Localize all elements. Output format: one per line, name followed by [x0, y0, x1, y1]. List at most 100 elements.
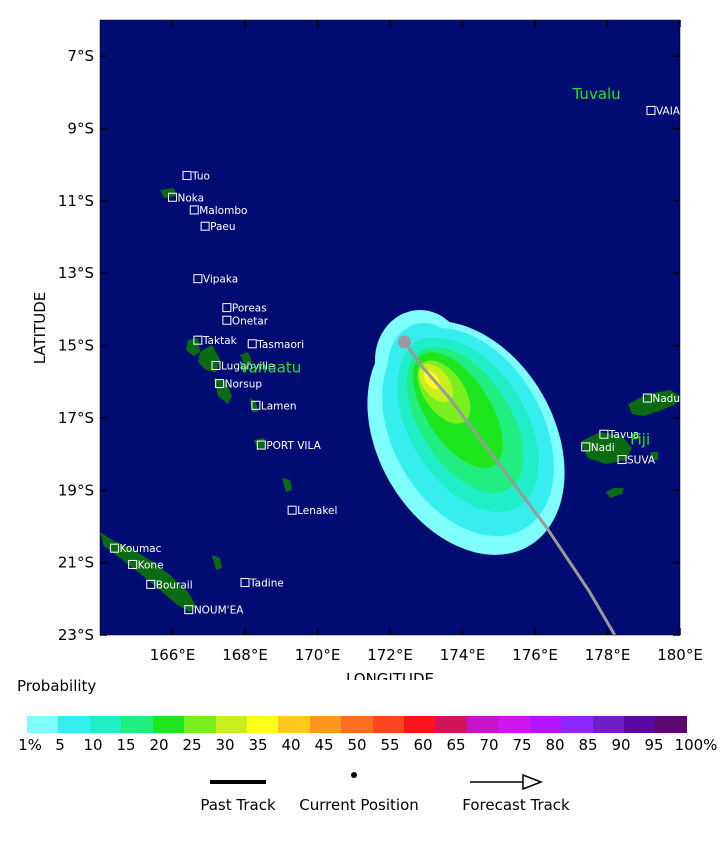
island-11 — [628, 390, 680, 416]
place-marker: Poreas — [222, 303, 267, 315]
legend-tick-label: 65 — [446, 736, 466, 754]
x-tick-label: 180°E — [657, 646, 703, 664]
island-12 — [606, 488, 624, 498]
legend-swatch — [89, 716, 122, 733]
place-label: Vipaka — [203, 274, 238, 286]
legend-swatch — [341, 716, 373, 733]
place-label: Naduri — [652, 393, 687, 405]
legend-swatch — [404, 716, 436, 733]
past-track-label: Past Track — [200, 796, 276, 814]
forecast-track-arrow-head — [522, 773, 544, 791]
x-tick-label: 178°E — [585, 646, 631, 664]
place-marker: Tavua — [599, 429, 639, 441]
island-2 — [214, 378, 232, 404]
y-tick-label: 21°S — [58, 554, 94, 572]
place-label: Koumac — [120, 543, 162, 555]
place-marker: Malombo — [189, 205, 247, 217]
legend-tick-label: 50 — [347, 736, 367, 754]
legend-tick-label: 95 — [644, 736, 664, 754]
place-marker: Koumac — [110, 543, 162, 555]
legend-tick-label: 25 — [182, 736, 202, 754]
legend-swatch — [309, 716, 342, 733]
y-tick-label: 17°S — [58, 409, 94, 427]
legend-swatch — [655, 716, 687, 733]
place-label: Kone — [138, 559, 164, 571]
y-tick-label: 11°S — [58, 192, 94, 210]
legend-swatch — [592, 716, 625, 733]
country-label: Fiji — [630, 431, 650, 449]
legend-swatch — [435, 716, 467, 733]
place-label: Onetar — [232, 315, 269, 327]
legend-swatch — [121, 716, 153, 733]
island-13 — [650, 452, 658, 460]
x-tick-label: 172°E — [367, 646, 413, 664]
x-tick-label: 174°E — [440, 646, 486, 664]
place-label: Luganville — [221, 360, 275, 372]
place-label: Tuo — [191, 171, 210, 183]
island-3 — [186, 338, 200, 356]
legend-swatch — [466, 716, 499, 733]
land — [100, 188, 680, 612]
place-marker: Tuo — [182, 171, 210, 183]
legend-tick-label: 20 — [149, 736, 169, 754]
y-tick-label: 13°S — [58, 264, 94, 282]
place-label: Tadine — [249, 578, 284, 590]
place-marker: Onetar — [222, 315, 269, 327]
island-4 — [240, 352, 252, 366]
place-marker: Paeu — [200, 221, 236, 233]
island-1 — [198, 345, 220, 372]
place-label: PORT VILA — [266, 440, 321, 452]
place-label: SUVA — [627, 455, 656, 467]
legend-swatch — [215, 716, 247, 733]
place-marker: Tasmaori — [247, 339, 304, 351]
legend-tick-label: 35 — [248, 736, 268, 754]
current-position-marker — [398, 335, 411, 349]
place-marker: Lenakel — [287, 505, 337, 517]
y-tick-label: 9°S — [67, 120, 94, 138]
legend-swatch — [184, 716, 216, 733]
legend-ticks: 1% 5 10 15 20 25 30 35 40 45 50 55 60 65 70 75 80 85 90 95 1… — [0, 736, 720, 756]
x-axis-label: LONGITUDE — [346, 670, 434, 680]
y-tick-label: 15°S — [58, 337, 94, 355]
legend-tick-label: 5 — [55, 736, 65, 754]
legend-swatch — [529, 716, 562, 733]
x-tick-label: 166°E — [150, 646, 196, 664]
place-label: VAIAKU — [656, 105, 694, 117]
place-marker: Tadine — [240, 578, 284, 590]
place-marker: Bourail — [146, 579, 193, 591]
place-label: Lenakel — [297, 505, 337, 517]
place-label: Tasmaori — [256, 339, 304, 351]
place-label: Poreas — [232, 303, 267, 315]
legend-title: Probability — [17, 677, 97, 695]
place-marker: PORT VILA — [256, 440, 322, 452]
legend-tick-label: 15 — [116, 736, 136, 754]
legend-tick-label: 40 — [281, 736, 301, 754]
x-tick-label: 176°E — [512, 646, 558, 664]
legend-tick-label: 30 — [215, 736, 235, 754]
place-marker: Naduri — [642, 393, 687, 405]
place-label: Taktak — [202, 335, 238, 347]
legend-tick-label: 90 — [611, 736, 631, 754]
y-tick-label: 19°S — [58, 481, 94, 499]
place-marker: Vipaka — [193, 274, 238, 286]
x-tick-label: 170°E — [295, 646, 341, 664]
place-label: Bourail — [156, 579, 193, 591]
current-position-label: Current Position — [299, 796, 419, 814]
place-marker: Noka — [168, 192, 204, 204]
track — [398, 335, 616, 636]
legend-swatch — [372, 716, 405, 733]
forecast-track-line — [403, 341, 616, 636]
place-label: Malombo — [199, 205, 247, 217]
place-marker: SUVA — [617, 455, 656, 467]
legend-tick-label: 100% — [674, 736, 718, 754]
place-label: NOUM'EA — [194, 605, 244, 617]
place-label: Tavua — [608, 429, 639, 441]
y-tick-label: 7°S — [67, 47, 94, 65]
legend-tick-label: 85 — [578, 736, 598, 754]
forecast-track-label: Forecast Track — [462, 796, 570, 814]
place-marker: NOUM'EA — [184, 605, 244, 617]
x-tick-label: 168°E — [222, 646, 268, 664]
country-label: Tuvalu — [572, 85, 621, 103]
